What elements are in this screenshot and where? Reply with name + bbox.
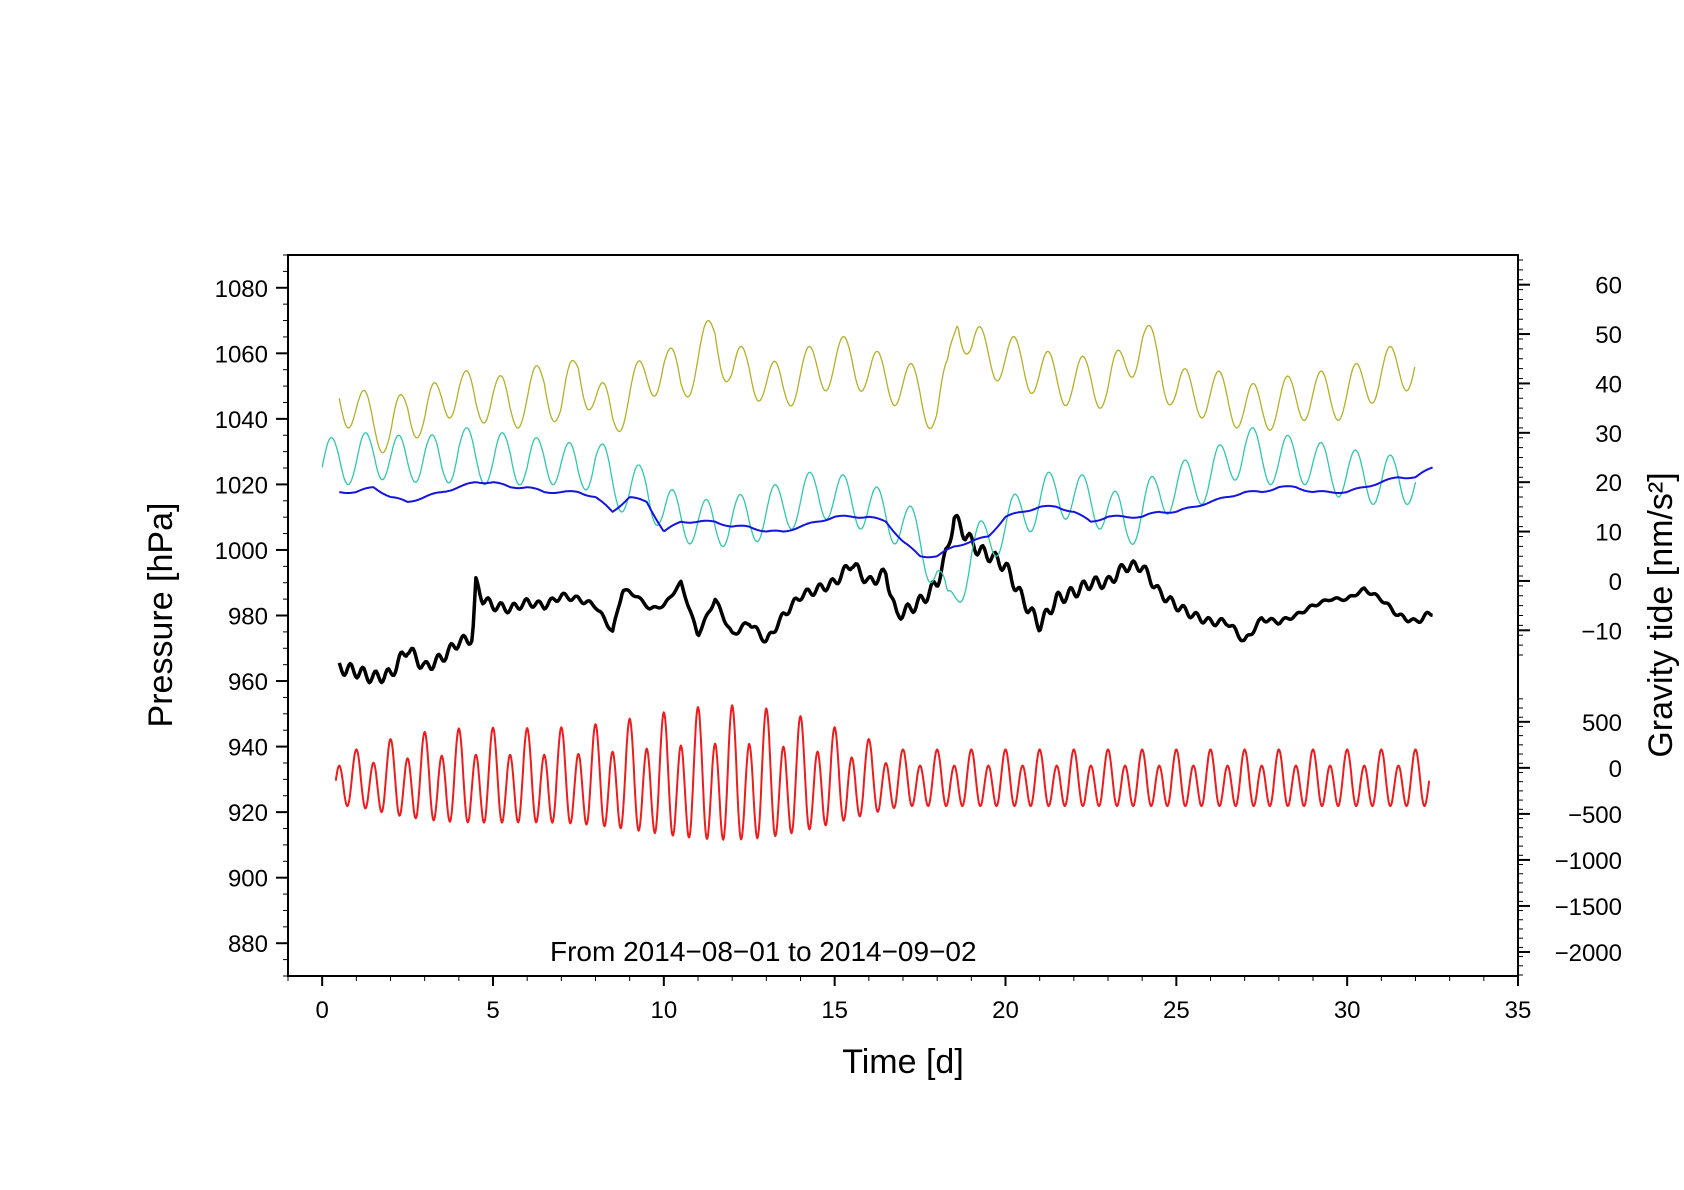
series-gravity-tide [334, 704, 1431, 841]
y-tick-label: 1020 [215, 472, 268, 499]
y-right-tick-label: 60 [1595, 273, 1622, 300]
x-tick-label: 0 [315, 997, 328, 1024]
x-tick-label: 5 [486, 997, 499, 1024]
y-tick-label: 920 [228, 800, 268, 827]
y-tick-label: 1060 [215, 341, 268, 368]
annotation: From 2014−08−01 to 2014−09−02 [550, 936, 977, 967]
y-right-tick-label: −10 [1581, 618, 1622, 645]
series-pressure [337, 513, 1433, 685]
series-cyan [321, 427, 1417, 603]
y-tick-label: 1040 [215, 407, 268, 434]
y-tick-label: 980 [228, 604, 268, 631]
y-axis-left-label: Pressure [hPa] [142, 503, 180, 728]
y-right-tick-label: 0 [1609, 756, 1622, 783]
x-axis-label: Time [d] [842, 1043, 964, 1081]
series-layer [321, 319, 1433, 841]
x-tick-label: 30 [1334, 997, 1361, 1024]
y-right-tick-label: 50 [1595, 322, 1622, 349]
y-right-tick-label: 40 [1595, 371, 1622, 398]
y-right-tick-label: 10 [1595, 520, 1622, 547]
x-tick-label: 15 [821, 997, 848, 1024]
x-axis: 0 5 10 15 20 25 30 35 [287, 976, 1532, 1024]
x-tick-label: 10 [650, 997, 677, 1024]
x-tick-label: 35 [1505, 997, 1532, 1024]
y-axis-right-upper: −10 0 10 20 30 40 50 60 [1518, 259, 1622, 656]
y-right-tick-label: 500 [1582, 710, 1622, 737]
y-right-tick-label: −500 [1568, 802, 1622, 829]
y-tick-label: 1000 [215, 538, 268, 565]
y-axis-left: 880 900 920 940 960 980 1000 1020 1040 1060 1080 [215, 254, 288, 977]
y-right-tick-label: 20 [1595, 470, 1622, 497]
y-tick-label: 900 [228, 866, 268, 893]
y-tick-label: 880 [228, 931, 268, 958]
x-tick-label: 20 [992, 997, 1019, 1024]
y-right-tick-label: −2000 [1555, 940, 1622, 967]
y-right-tick-label: −1500 [1555, 894, 1622, 921]
x-tick-label: 25 [1163, 997, 1190, 1024]
y-tick-label: 1080 [215, 276, 268, 303]
y-tick-label: 960 [228, 669, 268, 696]
y-tick-label: 940 [228, 735, 268, 762]
y-axis-right-lower: −2000 −1500 −1000 −500 0 500 [1518, 698, 1622, 976]
y-right-tick-label: 0 [1609, 569, 1622, 596]
y-right-tick-label: 30 [1595, 421, 1622, 448]
series-olive [338, 319, 1416, 454]
y-right-tick-label: −1000 [1555, 848, 1622, 875]
series-blue [339, 466, 1433, 559]
y-axis-right-label: Gravity tide [nm/s²] [1642, 472, 1680, 757]
